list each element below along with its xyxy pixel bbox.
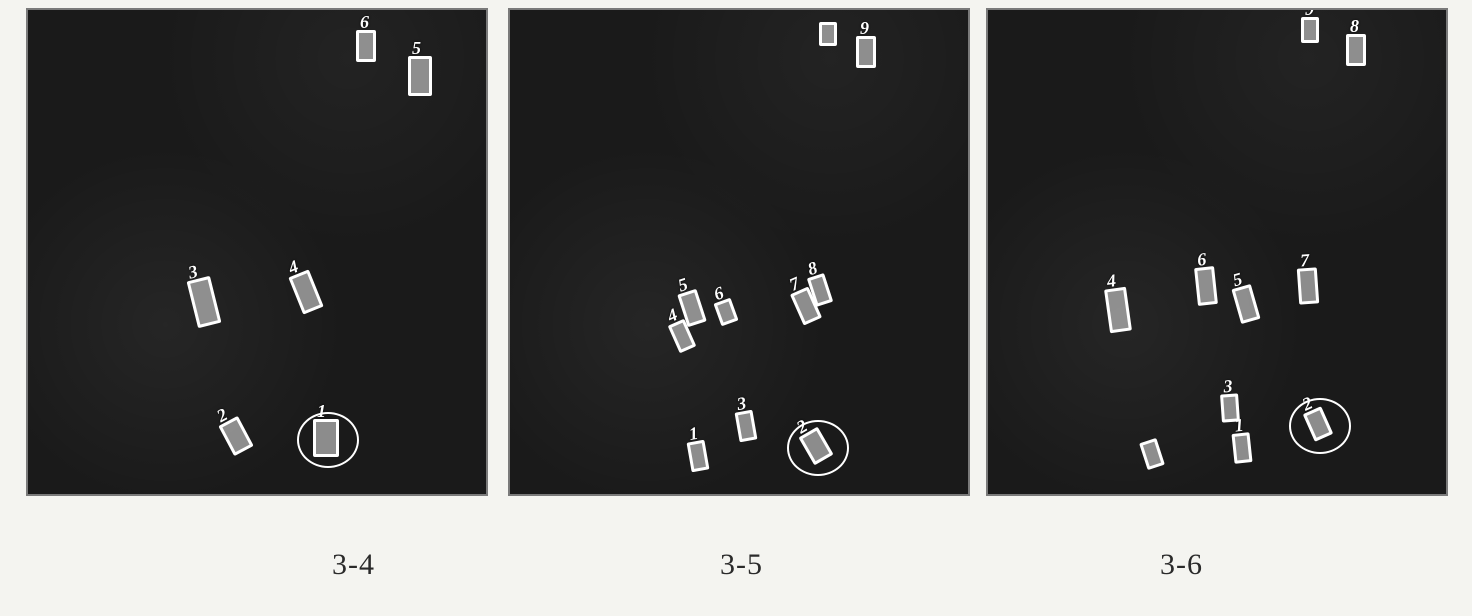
tracked-object-marker: 7 (1297, 267, 1319, 304)
marker-label: 6 (711, 282, 727, 305)
bounding-box (1301, 17, 1319, 43)
bounding-box (1194, 266, 1218, 306)
tracked-object-marker: 3 (187, 276, 222, 328)
bounding-box (1220, 393, 1240, 422)
tracked-object-marker: 2 (1303, 406, 1333, 442)
marker-label: 1 (317, 401, 326, 422)
caption-3-4: 3-4 (332, 548, 375, 582)
marker-label: 4 (285, 256, 301, 279)
tracked-object-marker: 3 (1220, 393, 1240, 422)
marker-label: 4 (1106, 270, 1118, 292)
tracked-object-marker: 4 (288, 269, 323, 314)
marker-label: 6 (360, 12, 369, 33)
bounding-box (356, 30, 376, 62)
marker-label: 9 (860, 18, 869, 39)
tracked-object-marker: 2 (218, 416, 253, 456)
bounding-box (187, 276, 222, 328)
figure-stage: 123456 123456789 123456789 3-4 3-5 3-6 (0, 0, 1472, 616)
tracked-object-marker: 9 (856, 36, 876, 68)
bounding-box (408, 56, 432, 96)
panel-3-4: 123456 (26, 8, 488, 496)
marker-label: 5 (1230, 269, 1244, 292)
marker-label: 7 (1300, 250, 1310, 272)
tracked-object-marker: 6 (1194, 266, 1218, 306)
caption-3-5: 3-5 (720, 548, 763, 582)
marker-label: 2 (213, 404, 231, 427)
marker-label: 6 (1196, 249, 1207, 271)
bounding-box (856, 36, 876, 68)
marker-label: 2 (1299, 393, 1316, 416)
marker-label: 4 (664, 304, 681, 327)
tracked-object-marker: 5 (408, 56, 432, 96)
bounding-box (313, 419, 339, 457)
tracked-object-marker: 9 (1301, 17, 1319, 43)
caption-3-6: 3-6 (1160, 548, 1203, 582)
marker-label: 9 (1305, 8, 1314, 20)
tracked-object-marker (819, 22, 837, 46)
tracked-object-marker: 6 (713, 298, 738, 327)
marker-label: 5 (412, 38, 421, 59)
bounding-box (1139, 438, 1165, 470)
bounding-box (1104, 287, 1132, 334)
tracked-object-marker: 1 (687, 440, 710, 473)
marker-label: 8 (805, 257, 820, 280)
tracked-object-marker: 4 (1104, 287, 1132, 334)
tracked-object-marker: 8 (1346, 34, 1366, 66)
tracked-object-marker: 1 (1231, 432, 1252, 464)
marker-label: 2 (793, 416, 811, 439)
tracked-object-marker: 5 (1231, 284, 1260, 324)
marker-label: 8 (1350, 16, 1359, 37)
marker-label: 5 (675, 274, 690, 297)
tracked-object-marker: 6 (356, 30, 376, 62)
panel-3-6: 123456789 (986, 8, 1448, 496)
bounding-box (819, 22, 837, 46)
bounding-box (1297, 267, 1319, 304)
tracked-object-marker: 3 (735, 410, 758, 443)
marker-label: 3 (1223, 376, 1233, 398)
tracked-object-marker: 2 (798, 427, 833, 466)
bounding-box (1231, 432, 1252, 464)
panel-3-5: 123456789 (508, 8, 970, 496)
bounding-box (1346, 34, 1366, 66)
marker-label: 7 (786, 273, 803, 296)
tracked-object-marker (1139, 438, 1165, 470)
tracked-object-marker: 1 (313, 419, 339, 457)
